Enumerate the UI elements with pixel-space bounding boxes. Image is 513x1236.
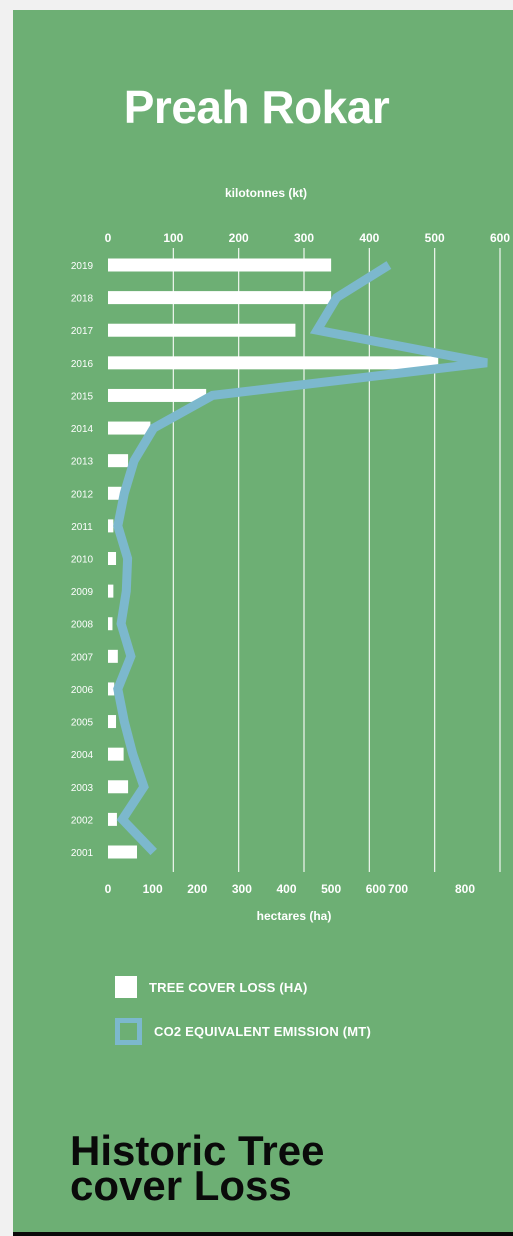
loss-bar bbox=[108, 486, 122, 500]
legend-swatch-loss bbox=[115, 976, 137, 998]
loss-bar bbox=[108, 421, 151, 435]
legend-item-loss: TREE COVER LOSS (HA) bbox=[115, 976, 308, 998]
emission-line bbox=[113, 261, 488, 856]
loss-bar bbox=[108, 845, 138, 859]
year-label: 2003 bbox=[71, 783, 94, 794]
year-label: 2014 bbox=[71, 424, 94, 435]
top-tick-label: 300 bbox=[294, 231, 314, 245]
top-tick-label: 400 bbox=[359, 231, 379, 245]
top-tick-label: 600 bbox=[490, 231, 510, 245]
loss-bar bbox=[108, 552, 117, 565]
bottom-tick-label: 800 bbox=[455, 882, 475, 896]
loss-bar bbox=[108, 258, 332, 272]
loss-bar bbox=[108, 388, 207, 402]
year-label: 2005 bbox=[71, 718, 94, 729]
chart-panel bbox=[13, 10, 513, 1232]
loss-bar bbox=[108, 454, 129, 468]
year-label: 2017 bbox=[71, 326, 94, 337]
year-label: 2011 bbox=[71, 522, 93, 533]
year-label: 2019 bbox=[71, 261, 94, 272]
bottom-axis-label: hectares (ha) bbox=[257, 909, 332, 923]
footer-title: Historic Tree cover Loss bbox=[70, 1127, 490, 1209]
legend-label-loss: TREE COVER LOSS (HA) bbox=[149, 979, 308, 995]
top-axis-label: kilotonnes (kt) bbox=[225, 186, 307, 200]
loss-bar bbox=[108, 682, 115, 696]
loss-bar bbox=[108, 617, 113, 631]
loss-bar bbox=[108, 649, 118, 663]
year-label: 2010 bbox=[71, 555, 94, 566]
year-label: 2008 bbox=[71, 620, 94, 631]
legend-label-emission: CO2 EQUIVALENT EMISSION (MT) bbox=[154, 1024, 371, 1039]
legend-item-emission: CO2 EQUIVALENT EMISSION (MT) bbox=[115, 1018, 371, 1045]
top-tick-label: 500 bbox=[425, 231, 445, 245]
year-label: 2002 bbox=[71, 815, 94, 826]
loss-bar bbox=[108, 356, 439, 370]
bottom-tick-label: 600 bbox=[366, 882, 386, 896]
year-label: 2015 bbox=[71, 391, 94, 402]
loss-bar bbox=[108, 584, 114, 598]
top-tick-label: 100 bbox=[163, 231, 183, 245]
year-label: 2009 bbox=[71, 587, 94, 598]
loss-bar bbox=[108, 323, 296, 337]
bottom-tick-label: 500 bbox=[321, 882, 341, 896]
year-label: 2013 bbox=[71, 457, 94, 468]
bottom-tick-label: 200 bbox=[187, 882, 207, 896]
loss-bar bbox=[108, 715, 117, 729]
loss-bar bbox=[108, 519, 114, 533]
footer-title-line2: cover Loss bbox=[70, 1162, 292, 1209]
footer-title-line1: Historic Tree bbox=[70, 1127, 325, 1174]
bottom-tick-label: 100 bbox=[143, 882, 163, 896]
bottom-tick-label: 0 bbox=[105, 882, 112, 896]
legend-swatch-emission bbox=[115, 1018, 142, 1045]
chart-title: Preah Rokar bbox=[123, 81, 390, 133]
year-label: 2004 bbox=[71, 750, 94, 761]
bottom-border bbox=[13, 1232, 513, 1236]
bottom-tick-label: 300 bbox=[232, 882, 252, 896]
year-label: 2012 bbox=[71, 489, 94, 500]
bottom-tick-label: 700 bbox=[388, 882, 408, 896]
year-label: 2001 bbox=[71, 848, 94, 859]
loss-bar bbox=[108, 780, 129, 794]
year-label: 2007 bbox=[71, 652, 94, 663]
year-label: 2016 bbox=[71, 359, 94, 370]
year-label: 2018 bbox=[71, 294, 94, 305]
loss-bar bbox=[108, 812, 117, 826]
bottom-tick-label: 400 bbox=[276, 882, 296, 896]
top-tick-label: 0 bbox=[105, 231, 112, 245]
year-label: 2006 bbox=[71, 685, 94, 696]
loss-bar bbox=[108, 291, 332, 305]
loss-bar bbox=[108, 747, 124, 761]
top-tick-label: 200 bbox=[229, 231, 249, 245]
